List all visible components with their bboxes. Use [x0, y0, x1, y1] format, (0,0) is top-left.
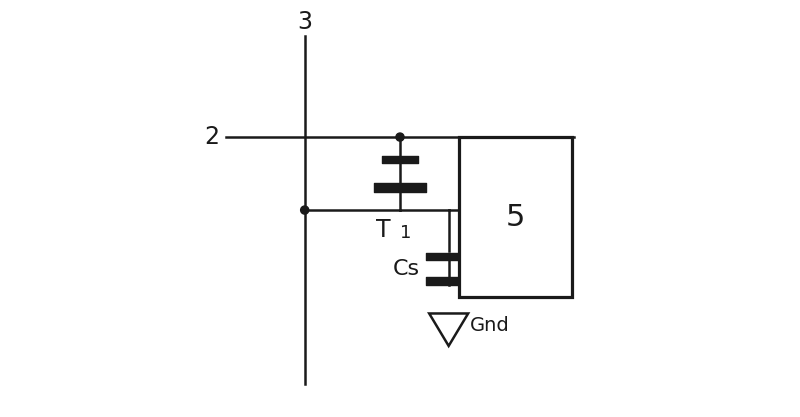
Circle shape [396, 133, 404, 141]
Text: 5: 5 [506, 203, 526, 232]
Text: 1: 1 [401, 224, 412, 242]
Circle shape [301, 206, 309, 214]
Text: 3: 3 [297, 10, 312, 34]
Text: Gnd: Gnd [470, 316, 510, 335]
Bar [459, 137, 572, 297]
Text: T: T [376, 218, 390, 242]
Text: Cs: Cs [393, 259, 420, 279]
Text: 2: 2 [205, 125, 219, 149]
